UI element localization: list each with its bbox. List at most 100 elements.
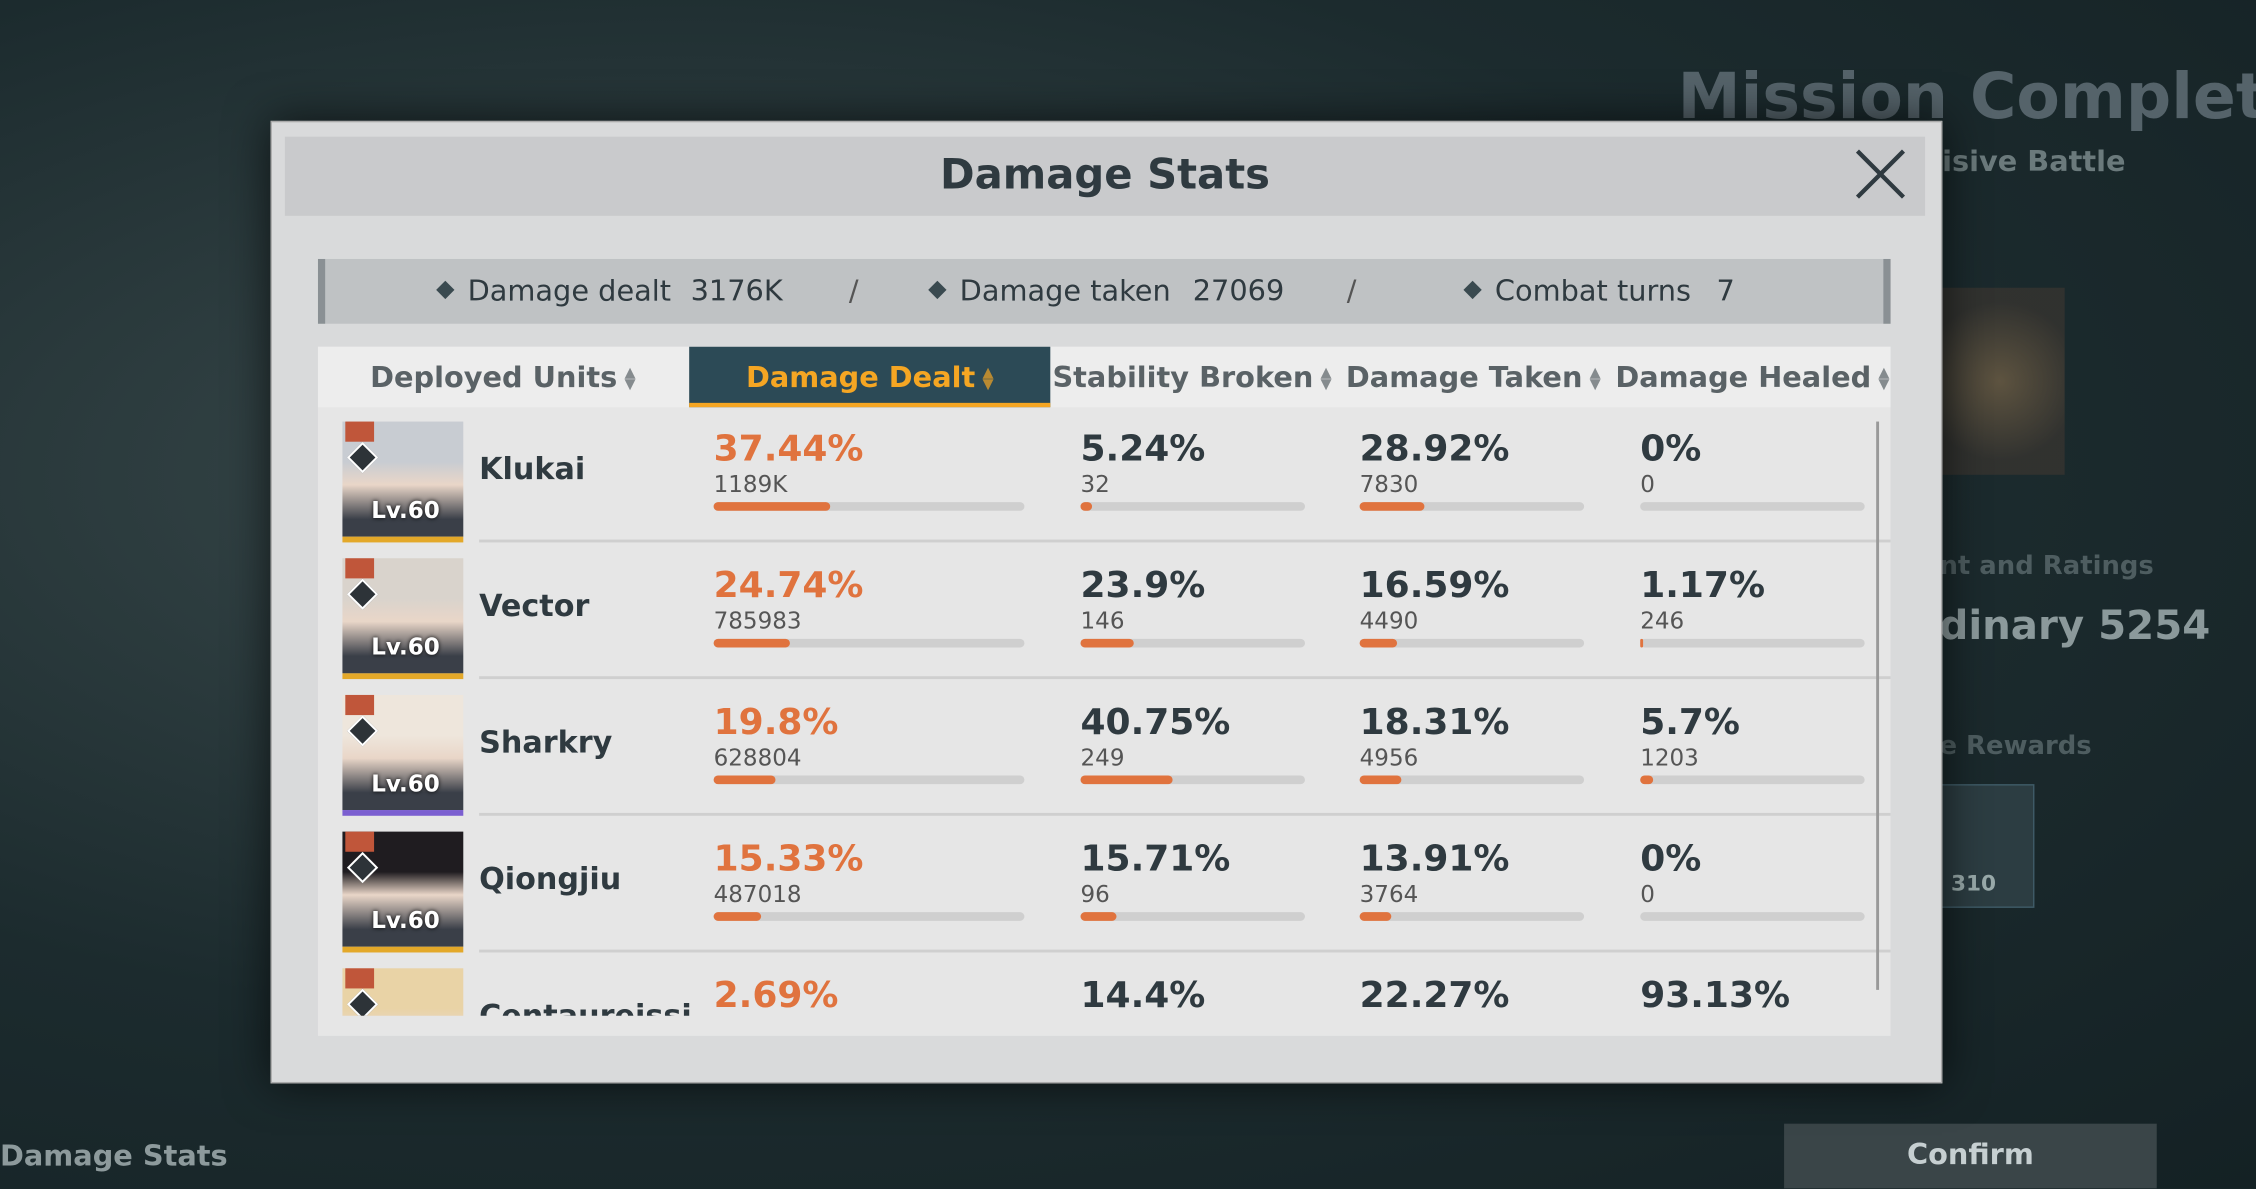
- stat-percent: 0%: [1640, 427, 1702, 470]
- unit-name: Centaureissi: [479, 998, 692, 1016]
- bar-track: [1640, 775, 1865, 785]
- stat-raw: 628804: [713, 743, 802, 772]
- portrait[interactable]: Lv.60: [342, 694, 464, 816]
- bar-track: [713, 775, 1025, 785]
- bar-track: [1359, 502, 1585, 511]
- bar-fill: [1080, 912, 1116, 921]
- bar-fill: [1080, 502, 1093, 511]
- summary-label: Combat turns: [1494, 273, 1692, 308]
- bar-track: [1640, 912, 1865, 921]
- stat-raw: 1203: [1640, 743, 1699, 772]
- stat-percent: 1.17%: [1640, 564, 1766, 606]
- column-title: Damage Dealt: [745, 359, 976, 395]
- row-divider: [479, 676, 1891, 680]
- unit-name: Vector: [479, 588, 590, 623]
- ratings-label: nt and Ratings: [1939, 551, 2154, 582]
- stat-raw: 785983: [713, 607, 802, 635]
- unit-name: Sharkry: [479, 725, 613, 760]
- stat-percent: 15.71%: [1080, 837, 1231, 880]
- bar-fill: [1080, 638, 1135, 648]
- portrait[interactable]: Lv.60: [342, 421, 464, 543]
- summary-separator: /: [1346, 273, 1357, 308]
- portrait[interactable]: Lv.60: [342, 558, 464, 680]
- summary-value: 7: [1716, 273, 1735, 308]
- column-title: Damage Healed: [1615, 359, 1872, 395]
- close-button[interactable]: [1853, 147, 1908, 202]
- modal-title: Damage Stats: [939, 149, 1271, 199]
- element-icon: [345, 694, 375, 716]
- stat-percent: 0%: [1640, 837, 1702, 880]
- bar-fill: [1359, 502, 1425, 511]
- bar-track: [1080, 502, 1305, 511]
- column-header[interactable]: Deployed Units ▲ ▼: [318, 347, 688, 407]
- column-header[interactable]: Damage Dealt ▲ ▼: [689, 346, 1051, 408]
- stat-raw: 0: [1640, 470, 1655, 498]
- stat-percent: 13.91%: [1359, 837, 1510, 880]
- stat-raw: 3764: [1359, 880, 1419, 908]
- class-icon: [346, 851, 379, 884]
- stat-percent: 5.24%: [1080, 427, 1206, 470]
- bar-fill: [713, 912, 762, 921]
- stat-raw: 487018: [713, 880, 802, 908]
- bar-track: [1359, 638, 1585, 648]
- sort-icon: ▲ ▼: [1320, 364, 1332, 393]
- portrait[interactable]: Lv.60: [342, 831, 464, 953]
- reward-item[interactable]: [1939, 784, 2035, 908]
- bar-fill: [1080, 775, 1172, 785]
- column-title: Deployed Units: [370, 359, 618, 395]
- column-header[interactable]: Damage Healed ▲ ▼: [1614, 347, 1890, 407]
- portrait[interactable]: [342, 968, 464, 1016]
- column-header[interactable]: Stability Broken ▲ ▼: [1052, 347, 1333, 407]
- stat-raw: 146: [1080, 607, 1125, 635]
- unit-name: Klukai: [479, 451, 586, 487]
- medal: [1935, 287, 2065, 475]
- stat-percent: 22.27%: [1359, 974, 1510, 1016]
- bar-fill: [713, 502, 830, 511]
- class-icon: [346, 578, 379, 610]
- stat-percent: 15.33%: [713, 837, 864, 880]
- stat-percent: 28.92%: [1359, 427, 1510, 470]
- bar-track: [1080, 638, 1305, 648]
- footer-label: Damage Stats: [0, 1138, 228, 1173]
- row-divider: [479, 949, 1891, 953]
- bar-fill: [1359, 912, 1391, 921]
- column-title: Stability Broken: [1052, 359, 1314, 395]
- level: Lv.60: [371, 769, 440, 798]
- unit-name: Qiongjiu: [479, 861, 622, 897]
- column-header[interactable]: Damage Taken ▲ ▼: [1334, 347, 1613, 407]
- sort-icon: ▲ ▼: [1589, 364, 1601, 393]
- stat-raw: 7830: [1359, 470, 1419, 498]
- bar-fill: [1359, 638, 1397, 648]
- summary-value: 27069: [1192, 273, 1285, 308]
- class-icon: [346, 715, 379, 747]
- bar-track: [713, 502, 1025, 511]
- sort-icon: ▲ ▼: [624, 364, 636, 393]
- element-icon: [345, 558, 375, 579]
- rating-value: dinary 5254: [1939, 601, 2211, 649]
- bar-track: [1640, 502, 1865, 511]
- bar-fill: [1640, 775, 1654, 785]
- stat-percent: 23.9%: [1080, 564, 1206, 606]
- stat-raw: 32: [1080, 470, 1110, 498]
- scrollbar: [1876, 421, 1880, 990]
- rewards-label: e Rewards: [1939, 730, 2092, 762]
- bar-track: [713, 912, 1025, 921]
- stat-raw: 4956: [1359, 743, 1419, 772]
- stat-raw: 0: [1640, 880, 1655, 908]
- stat-raw: 96: [1080, 880, 1110, 908]
- mission-subtitle: cisive Battle: [1925, 143, 2126, 179]
- class-icon: [346, 441, 379, 474]
- summary-separator: /: [848, 273, 859, 308]
- summary-bar: [317, 258, 1891, 324]
- stat-percent: 16.59%: [1359, 564, 1510, 606]
- bar-fill: [1359, 775, 1401, 785]
- summary-label: Damage taken: [959, 273, 1171, 308]
- confirm-button[interactable]: Confirm: [1784, 1123, 2157, 1189]
- table-body: Lv.60 Klukai 37.44% 1189K 5.24% 32 28.92% 7830 0…: [318, 414, 1891, 1016]
- stat-percent: 37.44%: [713, 427, 864, 470]
- stat-raw: 246: [1640, 607, 1685, 635]
- stat-percent: 5.7%: [1640, 700, 1740, 743]
- bar-track: [713, 638, 1025, 648]
- sort-icon: ▲ ▼: [1878, 364, 1890, 393]
